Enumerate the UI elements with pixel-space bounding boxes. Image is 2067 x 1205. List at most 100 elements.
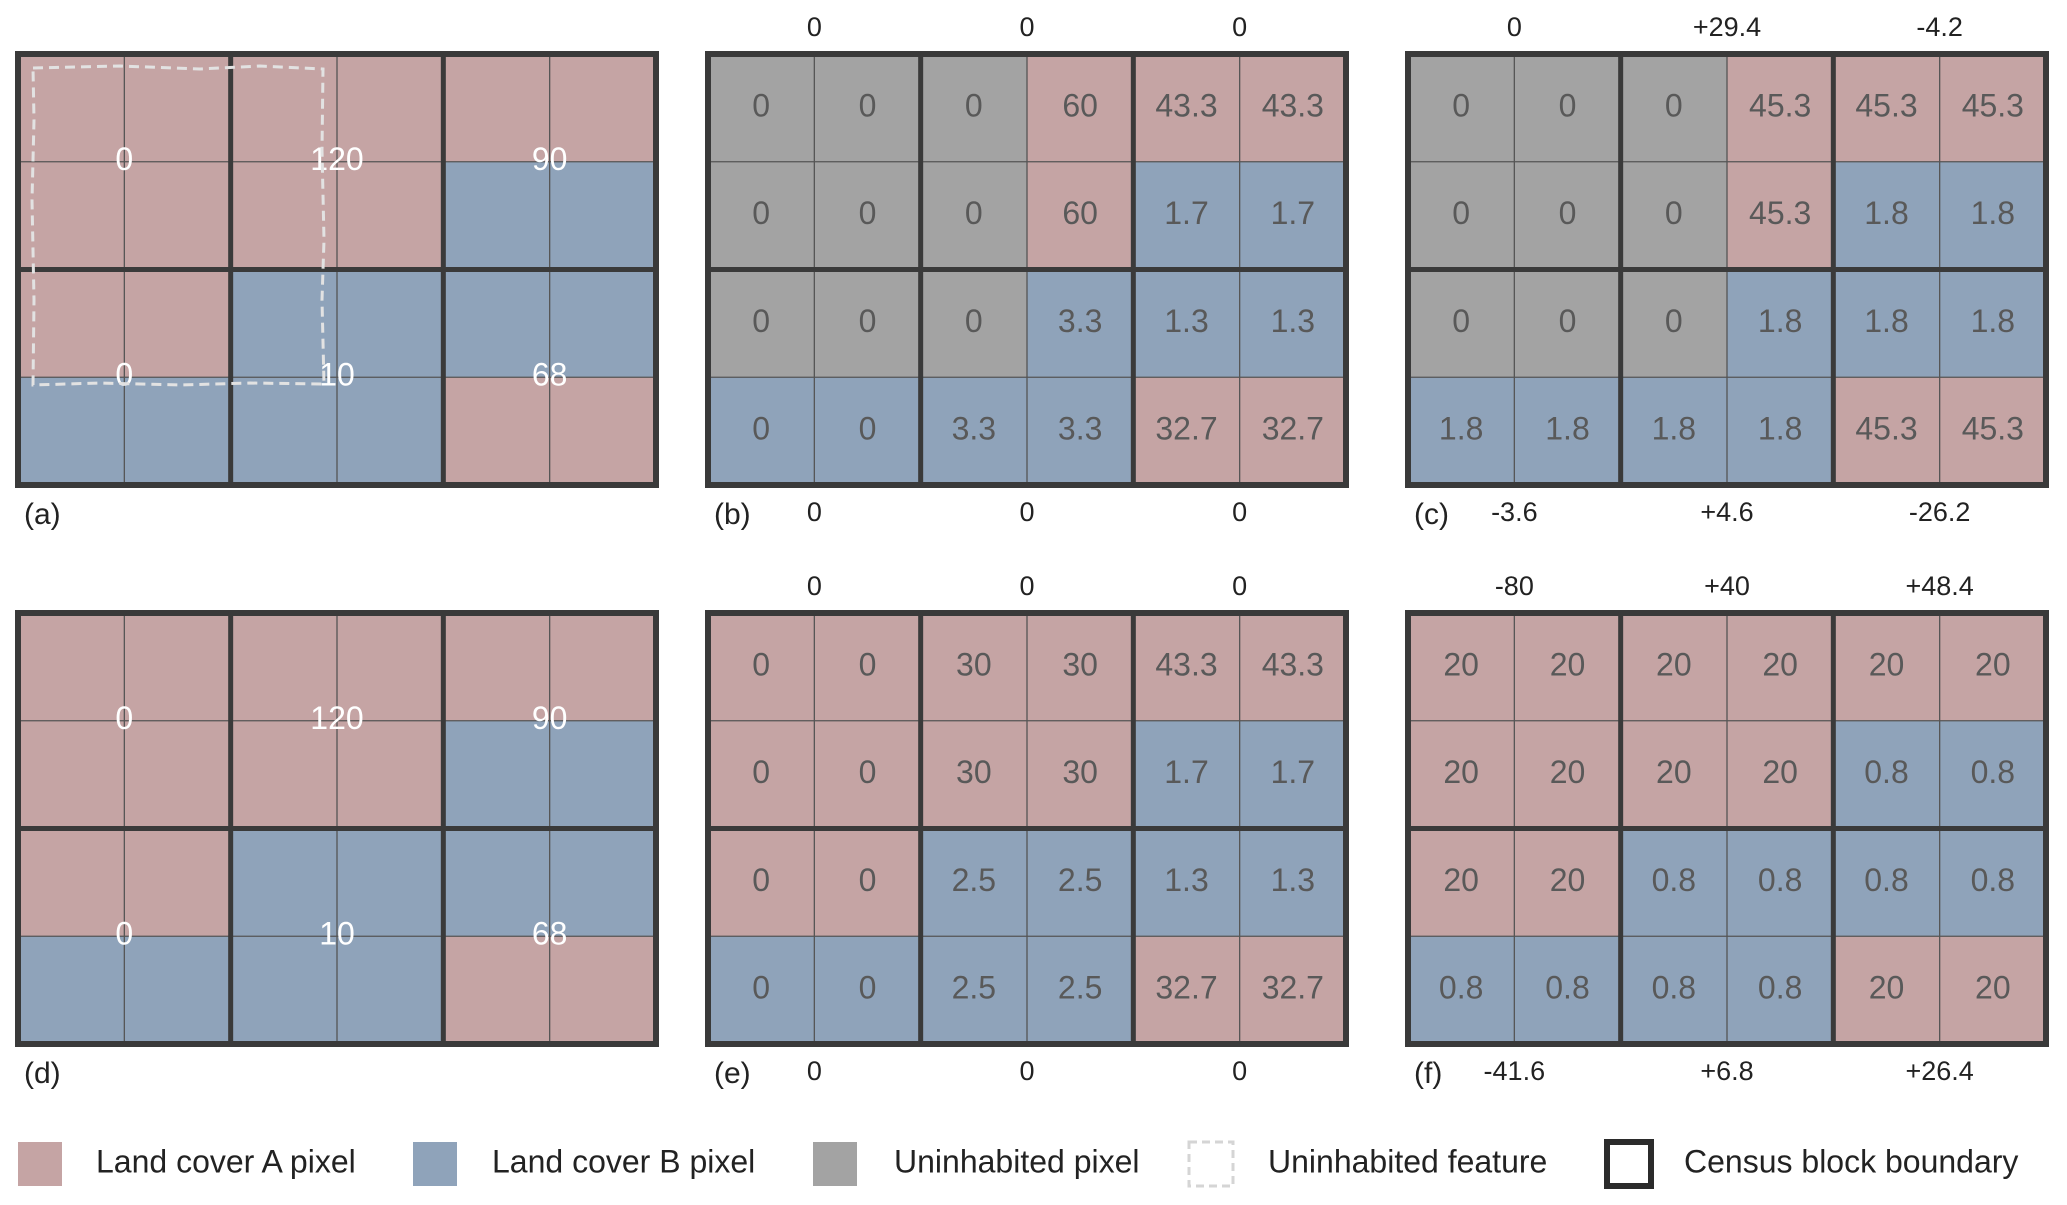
pixel-value: 0 [859, 411, 877, 447]
pixel [1514, 828, 1622, 937]
pixel-value: 30 [956, 646, 992, 682]
pixel [1239, 161, 1347, 270]
pixel [230, 613, 338, 722]
pixel [1408, 720, 1515, 829]
pixel-value: 1.7 [1271, 195, 1315, 231]
block-value: 0 [115, 141, 133, 177]
pixel-value: 0 [1452, 303, 1470, 339]
panel-label: (f) [1414, 1057, 1442, 1090]
pixel [1620, 828, 1728, 937]
pixel-value: 0 [859, 754, 877, 790]
pixel-value: 43.3 [1155, 87, 1217, 123]
pixel-value: 2.5 [1058, 970, 1102, 1006]
pixel-value: 20 [1762, 646, 1798, 682]
pixel [443, 54, 551, 163]
pixel [1939, 828, 2047, 937]
pixel [230, 377, 338, 486]
pixel [443, 613, 551, 722]
pixel [1514, 377, 1622, 486]
block-change: 0 [1232, 497, 1247, 527]
pixel [1027, 720, 1134, 829]
pixel [920, 828, 1028, 937]
pixel-value: 0 [1452, 87, 1470, 123]
pixel [708, 720, 815, 829]
block-change: 0 [1019, 12, 1034, 42]
block-value: 68 [532, 357, 568, 393]
pixel-value: 45.3 [1855, 411, 1917, 447]
pixel [708, 54, 815, 163]
pixel-value: 0 [965, 195, 983, 231]
pixel [230, 720, 338, 829]
pixel [1133, 936, 1241, 1045]
pixel [1027, 936, 1134, 1045]
pixel-value: 1.8 [1864, 303, 1908, 339]
pixel [337, 54, 444, 163]
pixel-value: 0 [752, 195, 770, 231]
legend-swatch [813, 1142, 857, 1186]
legend-swatch [18, 1142, 62, 1186]
pixel-value: 3.3 [1058, 411, 1102, 447]
block-change: +40 [1704, 571, 1750, 601]
pixel-value: 20 [1443, 754, 1479, 790]
block-value: 120 [310, 141, 363, 177]
block-value: 90 [532, 141, 568, 177]
pixel [1027, 828, 1134, 937]
pixel-value: 0 [859, 862, 877, 898]
pixel-value: 32.7 [1155, 970, 1217, 1006]
pixel [1620, 54, 1728, 163]
panel: 20 20 20 20 20 20 20 20 20 20 0.8 0.8 20 20 0.8 0.8 0.8 0… [1405, 571, 2049, 1090]
pixel [920, 613, 1028, 722]
block-boundary [1405, 51, 2049, 488]
pixel-value: 0 [1665, 195, 1683, 231]
pixel-value: 45.3 [1749, 195, 1811, 231]
pixel [1514, 613, 1622, 722]
block-change: 0 [1019, 571, 1034, 601]
pixel-value: 0 [859, 195, 877, 231]
pixel [708, 161, 815, 270]
pixel [1133, 161, 1241, 270]
pixel [337, 720, 444, 829]
block-value: 68 [532, 916, 568, 952]
pixel [1408, 828, 1515, 937]
block-change: 0 [1232, 1056, 1247, 1086]
pixel [549, 161, 657, 270]
pixel [1133, 613, 1241, 722]
pixel [1620, 269, 1728, 378]
legend-label: Land cover B pixel [492, 1143, 755, 1179]
pixel [18, 828, 125, 937]
pixel [337, 828, 444, 937]
pixel-value: 0 [859, 970, 877, 1006]
pixel [1939, 161, 2047, 270]
pixel-value: 0.8 [1545, 970, 1589, 1006]
pixel-value: 2.5 [952, 862, 996, 898]
pixel [124, 54, 232, 163]
pixel [1133, 828, 1241, 937]
pixel [1727, 720, 1834, 829]
panel-label: (d) [24, 1057, 61, 1090]
pixel [1239, 720, 1347, 829]
pixel-value: 20 [1443, 862, 1479, 898]
pixel-value: 0 [859, 87, 877, 123]
pixel [18, 269, 125, 378]
legend-label: Uninhabited pixel [894, 1143, 1140, 1179]
pixel [814, 613, 922, 722]
pixel [18, 720, 125, 829]
block-boundary [705, 51, 1349, 488]
pixel [230, 269, 338, 378]
pixel [549, 54, 657, 163]
pixel [1727, 54, 1834, 163]
pixel [549, 613, 657, 722]
pixel-value: 0.8 [1864, 862, 1908, 898]
block-change: -3.6 [1491, 497, 1538, 527]
pixel-value: 20 [1975, 646, 2011, 682]
pixel-value: 0.8 [1652, 862, 1696, 898]
pixel [230, 161, 338, 270]
pixel [1514, 720, 1622, 829]
pixel-value: 1.8 [1439, 411, 1483, 447]
block-change: -41.6 [1484, 1056, 1546, 1086]
pixel-value: 0 [1559, 303, 1577, 339]
pixel-value: 20 [1656, 646, 1692, 682]
block-change: +6.8 [1700, 1056, 1753, 1086]
pixel [1408, 377, 1515, 486]
pixel [1833, 720, 1941, 829]
